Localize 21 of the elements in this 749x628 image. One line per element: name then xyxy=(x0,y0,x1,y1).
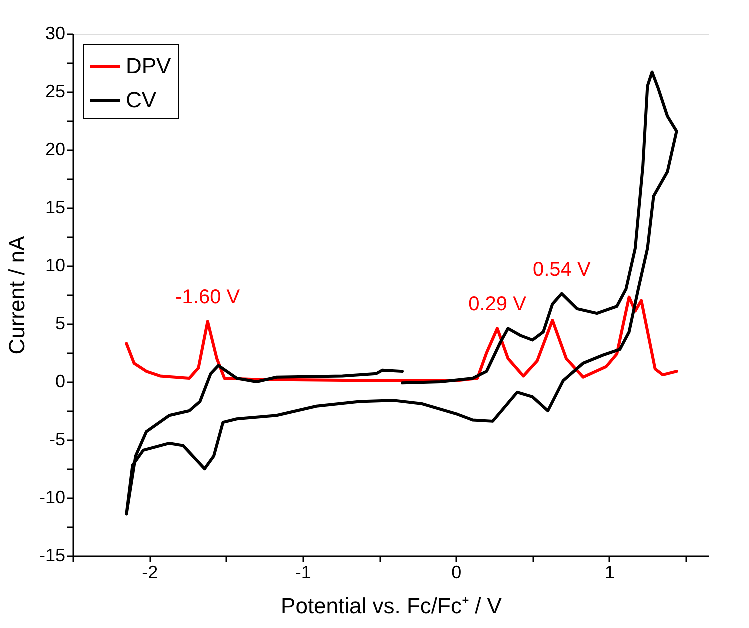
y-axis-title: Current / nA xyxy=(4,236,30,355)
x-tick-label: 1 xyxy=(604,562,615,582)
x-tick-label: -1 xyxy=(295,562,312,582)
y-tick-label: 15 xyxy=(45,198,66,218)
annotation: -1.60 V xyxy=(176,286,241,309)
y-tick-label: -15 xyxy=(39,546,66,566)
y-tick-label: 5 xyxy=(55,314,66,334)
y-tick-label: -10 xyxy=(39,488,66,508)
annotation: 0.54 V xyxy=(532,258,592,281)
legend-label: DPV xyxy=(126,54,172,78)
y-tick-label: -5 xyxy=(49,430,66,450)
y-tick-label: 0 xyxy=(55,372,66,392)
legend-label: CV xyxy=(126,88,157,112)
y-tick-label: 10 xyxy=(45,256,66,276)
y-tick-label: 25 xyxy=(45,82,66,102)
x-axis-title: Potential vs. Fc/Fc⁺ / V xyxy=(281,594,502,618)
y-tick-label: 30 xyxy=(45,24,66,44)
y-tick-label: 20 xyxy=(45,140,66,160)
x-tick-label: -2 xyxy=(142,562,158,582)
x-tick-label: 0 xyxy=(452,562,462,582)
annotation: 0.29 V xyxy=(468,294,528,316)
